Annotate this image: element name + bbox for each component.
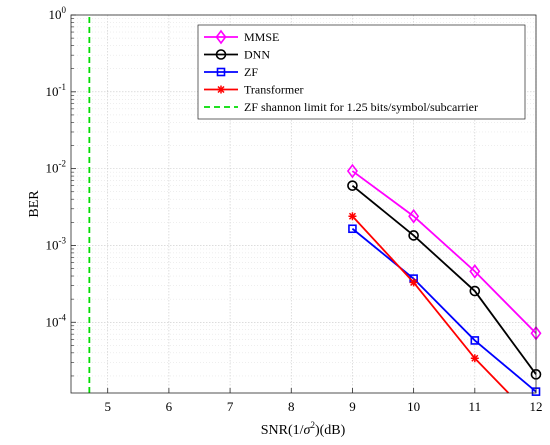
- series-line: [351, 184, 537, 375]
- y-axis-label: BER: [27, 190, 42, 218]
- data-point-star: [409, 278, 418, 287]
- data-point-circle: [469, 285, 481, 297]
- y-tick-base: 10: [46, 84, 59, 99]
- series-line: [351, 170, 537, 334]
- data-point-square: [348, 224, 357, 234]
- y-tick-exp: -2: [59, 159, 67, 169]
- data-point-circle: [408, 230, 419, 241]
- x-tick-label: 7: [227, 399, 234, 414]
- y-tick-label: 10-1: [46, 82, 67, 99]
- legend-label: MMSE: [244, 30, 279, 44]
- legend-item: MMSE: [204, 29, 279, 45]
- data-point-diamond: [408, 208, 420, 224]
- legend-item: DNN: [204, 48, 270, 62]
- legend-label: Transformer: [244, 83, 304, 97]
- y-tick-base: 10: [46, 161, 59, 176]
- y-tick-base: 10: [46, 237, 59, 252]
- data-point-circle: [215, 49, 227, 60]
- x-tick-label: 12: [530, 399, 543, 414]
- data-point-circle: [347, 180, 358, 191]
- y-tick-exp: -4: [59, 312, 67, 322]
- legend-item: Transformer: [204, 83, 304, 97]
- series-3: [348, 212, 510, 394]
- star-stroke: [471, 354, 479, 362]
- data-point-star: [217, 85, 225, 94]
- x-axis-label-exp: 2: [310, 420, 315, 430]
- legend-label: DNN: [244, 48, 270, 62]
- legend-item: ZF: [204, 65, 258, 79]
- data-point-diamond: [469, 264, 481, 279]
- series-line: [351, 215, 510, 394]
- y-tick-label: 10-3: [46, 235, 67, 252]
- y-tick-label: 100: [49, 5, 67, 22]
- x-tick-label: 6: [166, 399, 173, 414]
- legend-box: [197, 24, 526, 120]
- data-point-star: [348, 212, 357, 221]
- x-tick-label: 9: [349, 399, 356, 414]
- y-tick-exp: -3: [59, 235, 67, 245]
- y-tick-label: 10-2: [46, 159, 67, 176]
- y-tick-base: 10: [49, 7, 62, 22]
- x-axis-label-sigma: σ: [304, 423, 312, 438]
- star-stroke: [217, 85, 225, 94]
- x-tick-label: 5: [104, 399, 111, 414]
- x-axis-label-suffix: )(dB): [315, 423, 346, 438]
- series-line: [351, 228, 537, 393]
- data-point-star: [470, 354, 479, 363]
- y-tick-exp: 0: [62, 5, 67, 15]
- x-tick-label: 11: [469, 399, 482, 414]
- x-axis-label-prefix: SNR(1/: [261, 423, 304, 438]
- data-point-square: [470, 336, 480, 345]
- x-tick-label: 10: [407, 399, 420, 414]
- star-stroke: [410, 278, 418, 286]
- data-point-diamond: [215, 29, 227, 45]
- x-tick-label: 8: [288, 399, 295, 414]
- star-stroke: [348, 212, 356, 220]
- y-tick-exp: -1: [59, 82, 67, 92]
- data-point-diamond: [346, 163, 358, 179]
- legend-label: ZF shannon limit for 1.25 bits/symbol/su…: [244, 100, 478, 114]
- legend: MMSE DNN ZF Transformer ZF shannon limit for…: [197, 24, 526, 120]
- data-point-square: [216, 67, 226, 77]
- x-axis-label: SNR(1/σ2)(dB): [261, 420, 346, 438]
- y-tick-label: 10-4: [46, 312, 67, 329]
- legend-item: ZF shannon limit for 1.25 bits/symbol/su…: [204, 100, 478, 114]
- legend-label: ZF: [244, 65, 258, 79]
- y-tick-base: 10: [46, 314, 59, 329]
- plot-frame: [70, 14, 537, 394]
